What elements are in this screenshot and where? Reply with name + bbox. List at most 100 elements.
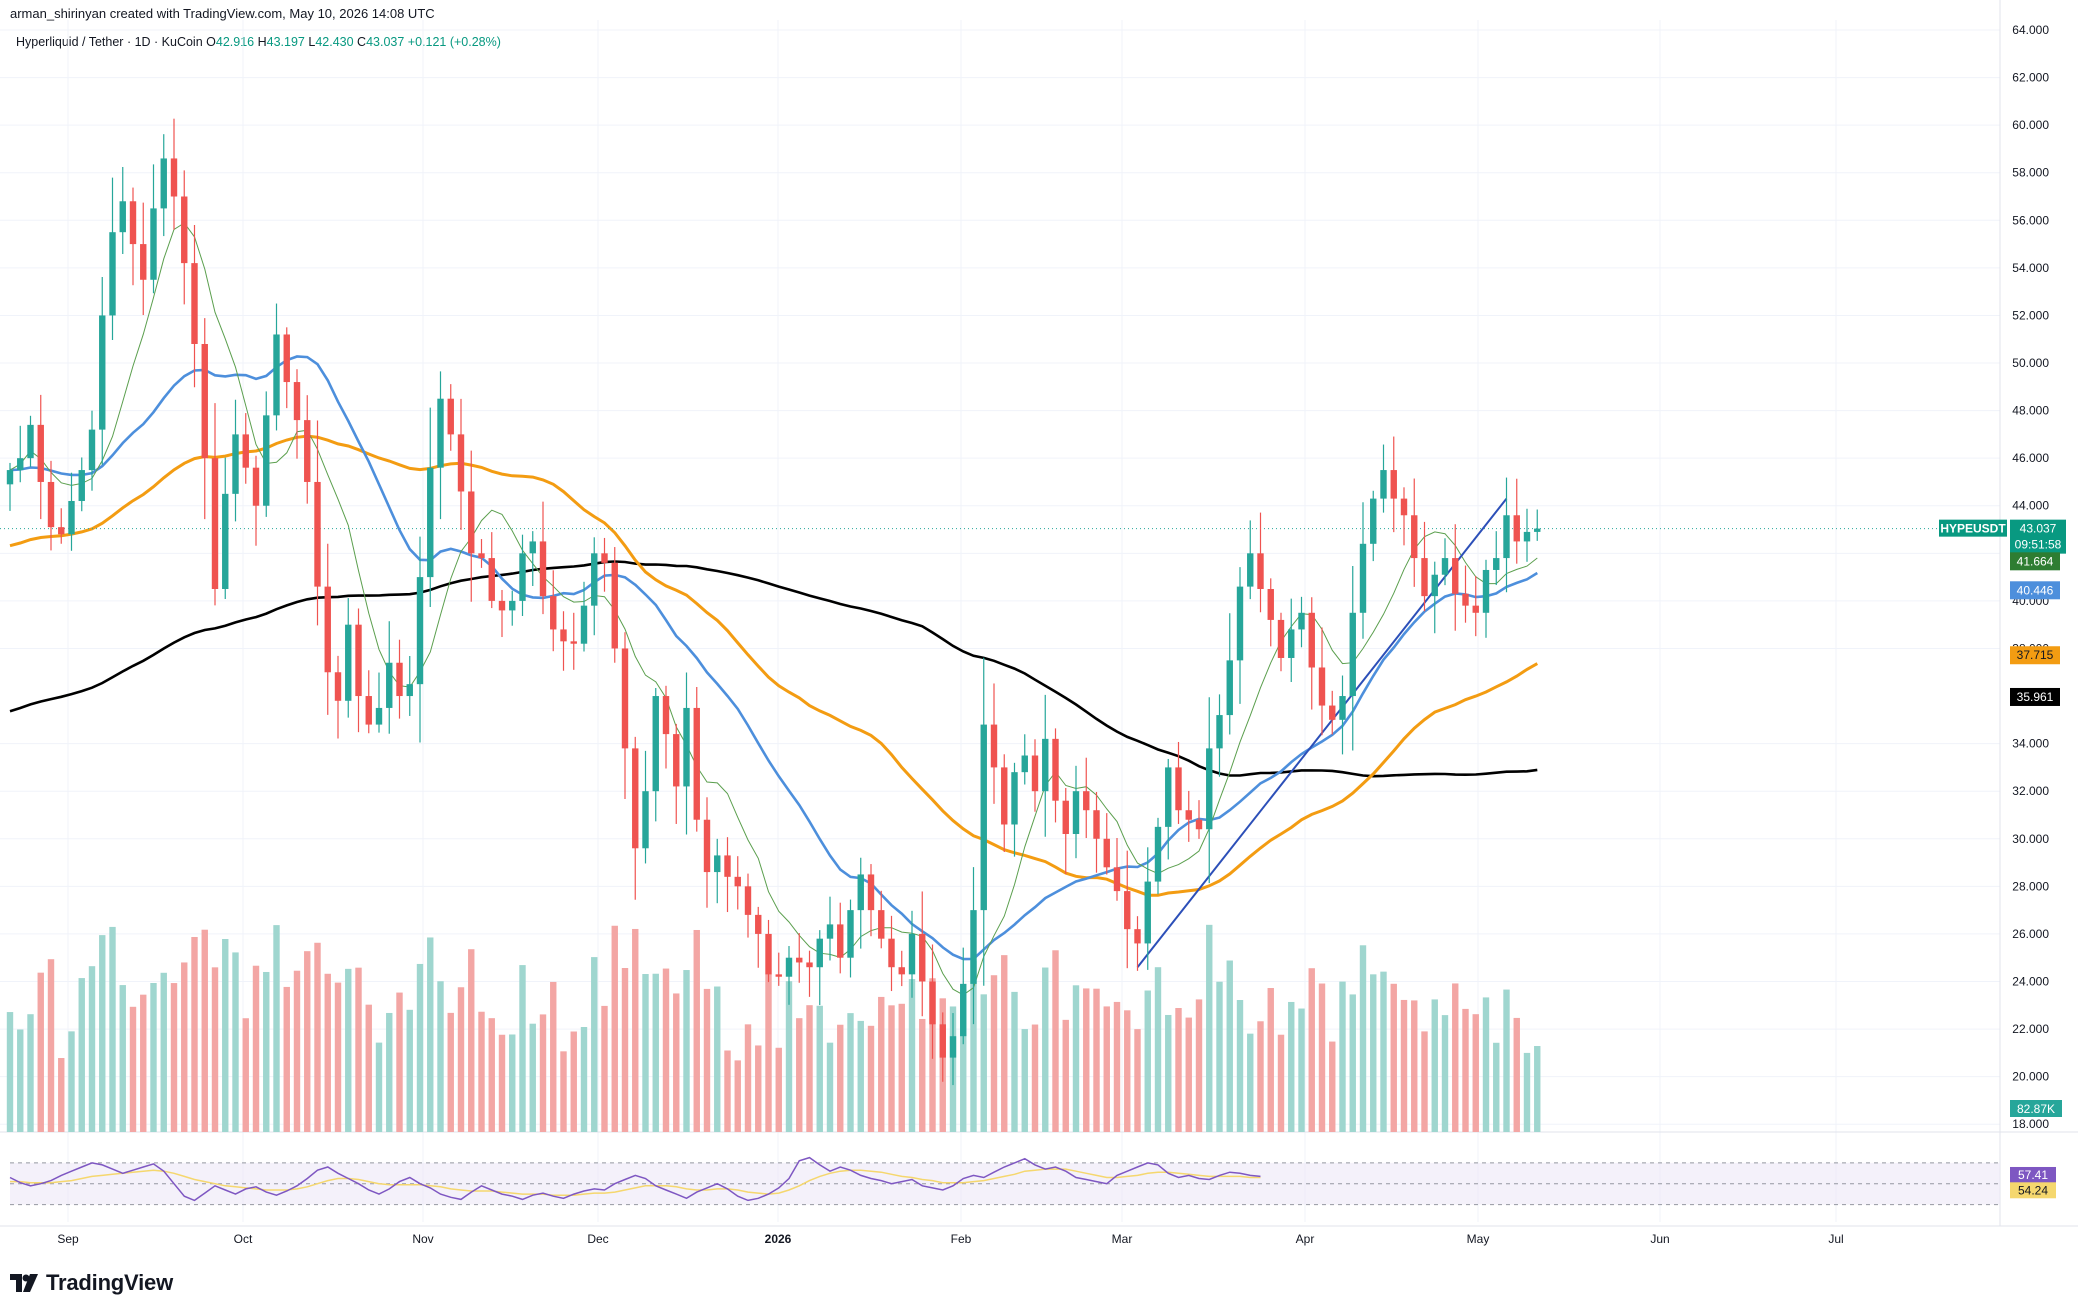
volume-bar xyxy=(1247,1033,1254,1132)
volume-bar xyxy=(58,1058,65,1132)
volume-bar xyxy=(847,1013,854,1132)
candle-body xyxy=(1195,819,1203,830)
candle-body xyxy=(539,541,547,597)
candle-body xyxy=(293,382,301,421)
candle-body xyxy=(1185,810,1192,820)
y-tick-label: 52.000 xyxy=(2012,308,2049,322)
high-label: H xyxy=(257,35,267,49)
last-price-label: 43.037 xyxy=(2020,522,2057,536)
candle-body xyxy=(570,641,577,644)
tradingview-logo[interactable]: TradingView xyxy=(10,1270,173,1296)
candle-body xyxy=(1093,810,1100,839)
symbol-legend: Hyperliquid / Tether · 1D · KuCoin O42.9… xyxy=(16,35,501,49)
rsi-value-tag xyxy=(2010,1166,2056,1183)
volume-bar xyxy=(1195,999,1203,1132)
candle-body xyxy=(416,577,424,685)
volume-bar xyxy=(468,949,475,1132)
y-tick-label: 34.000 xyxy=(2012,737,2049,751)
volume-bar xyxy=(806,1005,813,1132)
volume-bar xyxy=(1390,983,1397,1132)
volume-bar xyxy=(355,967,362,1132)
low-value: 42.430 xyxy=(315,35,354,49)
rsi-value-label: 54.24 xyxy=(2018,1183,2048,1197)
candle-body xyxy=(1534,528,1541,532)
candle-body xyxy=(949,1036,957,1058)
candle-body xyxy=(1411,515,1418,559)
candle-body xyxy=(1206,748,1213,830)
candle-body xyxy=(1298,612,1305,630)
volume-bar xyxy=(78,978,85,1132)
last-price-tag xyxy=(2010,519,2066,554)
candle-body xyxy=(744,886,752,915)
volume-bar xyxy=(1441,1015,1449,1132)
x-tick-label: May xyxy=(1467,1232,1490,1246)
candle-body xyxy=(990,724,998,768)
candle-body xyxy=(1124,891,1131,930)
attribution-text: arman_shirinyan created with TradingView… xyxy=(10,6,435,21)
candle-body xyxy=(1062,800,1069,835)
volume-bar xyxy=(1216,981,1223,1132)
volume-value-tag xyxy=(2010,1100,2062,1117)
y-tick-label: 50.000 xyxy=(2012,356,2049,370)
volume-bar xyxy=(191,936,198,1132)
volume-bar xyxy=(170,983,178,1132)
candle-body xyxy=(478,553,485,559)
volume-bar xyxy=(242,1018,249,1132)
candle-body xyxy=(1103,838,1110,868)
candle-body xyxy=(1441,558,1449,575)
candle-body xyxy=(847,910,854,958)
candle-body xyxy=(283,334,290,383)
volume-bar xyxy=(263,971,270,1132)
candle-body xyxy=(1257,553,1264,589)
volume-bar xyxy=(898,1003,905,1132)
candle-body xyxy=(601,553,608,563)
volume-bar xyxy=(580,1027,588,1132)
volume-bar xyxy=(396,992,403,1132)
candle-body xyxy=(1493,558,1500,570)
volume-bar xyxy=(601,1005,608,1132)
candle-body xyxy=(498,600,506,611)
y-tick-label: 64.000 xyxy=(2012,23,2049,37)
volume-bar xyxy=(1513,1017,1520,1132)
candle-body xyxy=(1001,767,1008,825)
y-tick-label: 60.000 xyxy=(2012,118,2049,132)
candle-body xyxy=(826,924,834,939)
candle-body xyxy=(68,500,75,535)
candle-body xyxy=(88,429,96,471)
ma-value-label: 41.664 xyxy=(2017,554,2054,568)
volume-bar xyxy=(334,982,342,1132)
volume-bar xyxy=(1277,1034,1285,1132)
candle-body xyxy=(78,470,85,501)
volume-bar xyxy=(1421,1031,1428,1132)
volume-bar xyxy=(1411,1000,1418,1132)
x-tick-label: Feb xyxy=(951,1232,972,1246)
candle-body xyxy=(560,629,567,642)
ma-value-tag xyxy=(2010,552,2060,571)
y-tick-label: 58.000 xyxy=(2012,166,2049,180)
volume-bar xyxy=(375,1042,383,1132)
candle-body xyxy=(99,315,106,430)
time-axis[interactable]: Sep Oct Nov Dec 2026 Feb Mar Apr May Jun Jul xyxy=(57,1232,1843,1246)
candle-body xyxy=(970,910,977,984)
candle-body xyxy=(1144,881,1151,944)
rsi-value-label: 57.41 xyxy=(2018,1168,2048,1182)
candle-body xyxy=(191,263,198,344)
volume-bar xyxy=(498,1034,506,1132)
volume-bar xyxy=(99,935,106,1132)
candle-body xyxy=(888,938,895,968)
symbol-tag xyxy=(1939,519,2007,537)
volume-bar xyxy=(181,962,188,1132)
candle-body xyxy=(960,983,967,1037)
volume-bar xyxy=(826,1042,834,1132)
candle-body xyxy=(898,967,905,975)
candle-body xyxy=(1513,515,1520,542)
candle-body xyxy=(1359,543,1367,613)
ma-value-tag xyxy=(2010,581,2060,600)
price-axis[interactable]: 64.000 62.000 60.000 58.000 56.000 54.000 52.0… xyxy=(2012,23,2049,1201)
candle-body xyxy=(775,974,782,977)
symbol-name[interactable]: Hyperliquid / Tether · 1D · KuCoin xyxy=(16,35,203,49)
volume-bar xyxy=(539,1014,547,1132)
ma-value-label: 35.961 xyxy=(2017,690,2054,704)
volume-bar xyxy=(785,981,793,1132)
